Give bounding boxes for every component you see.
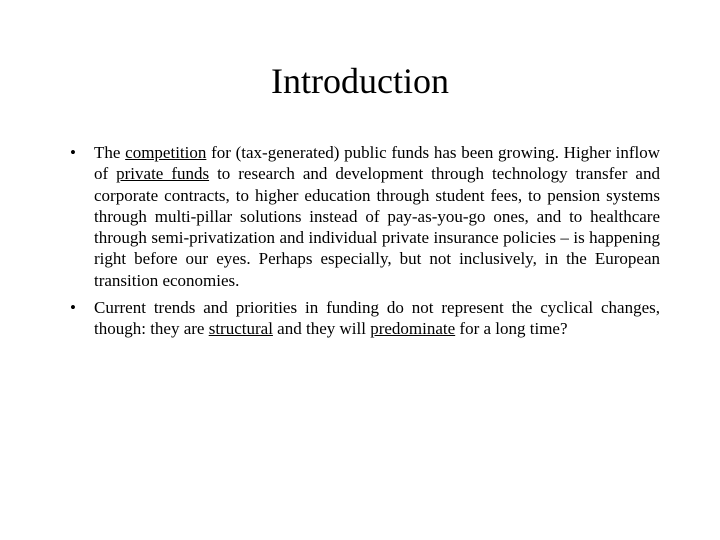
slide-body: The competition for (tax-generated) publ… bbox=[60, 142, 660, 339]
bullet-text: and they will bbox=[273, 319, 370, 338]
underlined-text: predominate bbox=[370, 319, 455, 338]
underlined-text: private funds bbox=[116, 164, 209, 183]
bullet-list: The competition for (tax-generated) publ… bbox=[60, 142, 660, 339]
bullet-item: The competition for (tax-generated) publ… bbox=[60, 142, 660, 291]
underlined-text: competition bbox=[125, 143, 206, 162]
underlined-text: structural bbox=[209, 319, 273, 338]
bullet-text: The bbox=[94, 143, 125, 162]
slide: Introduction The competition for (tax-ge… bbox=[0, 0, 720, 540]
bullet-text: for a long time? bbox=[455, 319, 567, 338]
bullet-item: Current trends and priorities in funding… bbox=[60, 297, 660, 340]
slide-title: Introduction bbox=[60, 60, 660, 102]
